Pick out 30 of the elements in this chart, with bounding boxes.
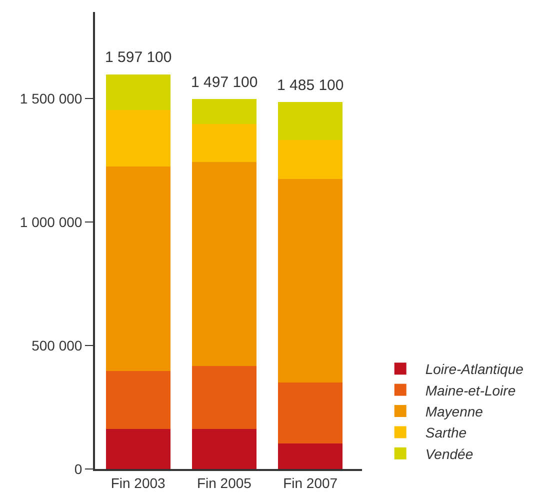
total-label: 1 497 100 bbox=[191, 74, 258, 91]
bar bbox=[106, 110, 170, 167]
x-tick-label: Fin 2005 bbox=[196, 474, 252, 491]
bar bbox=[192, 124, 256, 162]
x-tick-label: Fin 2003 bbox=[110, 474, 166, 491]
bar bbox=[106, 166, 170, 372]
bar bbox=[278, 140, 343, 179]
x-tick-label: Fin 2007 bbox=[283, 474, 338, 491]
legend-label: Vendée bbox=[425, 446, 474, 462]
y-tick-label: 1 000 000 bbox=[20, 214, 82, 230]
y-tick-label: 1 500 000 bbox=[20, 90, 82, 106]
bar bbox=[192, 366, 256, 430]
bar bbox=[192, 162, 256, 366]
legend-label: Loire-Atlantique bbox=[425, 361, 524, 378]
bar bbox=[106, 74, 170, 110]
bar bbox=[106, 371, 170, 430]
bar bbox=[278, 178, 343, 382]
bar bbox=[192, 99, 256, 124]
bar bbox=[278, 382, 343, 444]
y-tick-label: 500 000 bbox=[32, 337, 82, 354]
bar bbox=[192, 429, 256, 469]
bar bbox=[106, 429, 170, 469]
total-label: 1 597 100 bbox=[105, 49, 172, 66]
legend-label: Sarthe bbox=[425, 424, 467, 441]
total-label: 1 485 100 bbox=[277, 77, 344, 94]
y-tick-label: 0 bbox=[74, 460, 82, 477]
bar bbox=[278, 443, 343, 469]
legend-label: Mayenne bbox=[425, 403, 484, 420]
legend-label: Maine-et-Loire bbox=[425, 382, 516, 398]
bar bbox=[278, 102, 343, 140]
